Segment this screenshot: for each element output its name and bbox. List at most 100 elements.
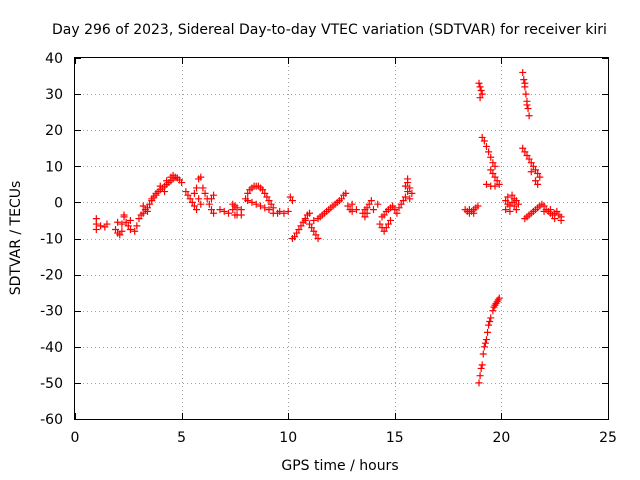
data-point — [199, 184, 207, 192]
data-point — [399, 197, 407, 205]
data-point — [363, 209, 371, 217]
data-point — [139, 202, 147, 210]
data-point — [156, 182, 164, 190]
data-point — [286, 193, 294, 201]
data-point — [476, 83, 484, 91]
data-point — [521, 148, 529, 156]
data-point — [485, 148, 493, 156]
data-point — [534, 170, 542, 178]
data-point — [124, 222, 132, 230]
data-point — [523, 101, 531, 109]
data-point — [551, 215, 559, 223]
data-point — [310, 227, 318, 235]
data-point — [395, 204, 403, 212]
data-point — [291, 233, 299, 241]
data-point — [178, 179, 186, 187]
data-point — [532, 166, 540, 174]
data-point — [404, 175, 412, 183]
data-point — [361, 213, 369, 221]
data-point — [520, 76, 528, 84]
data-point — [126, 225, 134, 233]
data-point — [474, 202, 482, 210]
data-point — [256, 202, 264, 210]
data-point — [193, 184, 201, 192]
data-point — [348, 207, 356, 215]
data-point — [210, 209, 218, 217]
data-point — [169, 171, 177, 179]
data-point — [244, 189, 252, 197]
data-point — [126, 216, 134, 224]
data-point — [195, 195, 203, 203]
data-point — [524, 105, 532, 113]
data-point — [401, 182, 409, 190]
data-point — [465, 206, 473, 214]
y-tick-label: 0 — [54, 195, 63, 211]
x-tick-label: 0 — [71, 430, 80, 446]
data-point — [527, 159, 535, 167]
x-tick-label: 15 — [386, 430, 404, 446]
data-point — [506, 207, 514, 215]
data-point — [494, 296, 502, 304]
data-point — [367, 197, 375, 205]
y-axis-label: SDTVAR / TECUs — [8, 181, 24, 296]
data-point — [135, 215, 143, 223]
data-point — [495, 180, 503, 188]
data-point — [522, 90, 530, 98]
data-point — [408, 189, 416, 197]
data-point — [491, 173, 499, 181]
data-point — [536, 173, 544, 181]
data-point — [161, 188, 169, 196]
data-point — [401, 193, 409, 201]
y-tick-label: -40 — [40, 340, 63, 356]
data-point — [487, 166, 495, 174]
data-point — [152, 191, 160, 199]
data-point — [188, 198, 196, 206]
x-tick-label: 5 — [177, 430, 186, 446]
data-point — [244, 197, 252, 205]
data-point — [314, 235, 322, 242]
data-point — [477, 364, 485, 372]
data-point — [131, 227, 139, 235]
data-point — [163, 177, 171, 185]
data-point — [310, 216, 318, 224]
data-point — [146, 200, 154, 208]
data-point — [288, 197, 296, 205]
data-point — [97, 222, 105, 230]
data-point — [479, 350, 487, 358]
data-point — [248, 198, 256, 206]
data-point — [478, 90, 486, 98]
data-point — [397, 200, 405, 208]
data-point — [485, 321, 493, 329]
data-point — [182, 188, 190, 196]
data-point — [280, 209, 288, 217]
data-point — [210, 191, 218, 199]
data-point — [527, 168, 535, 176]
data-point — [486, 318, 494, 326]
data-point — [297, 222, 305, 230]
data-point — [502, 206, 510, 214]
data-point — [489, 170, 497, 178]
y-tick-label: 10 — [45, 159, 63, 175]
data-point — [103, 220, 111, 228]
y-tick-label: 40 — [45, 51, 63, 67]
data-point — [489, 307, 497, 315]
data-point — [365, 200, 373, 208]
data-point — [502, 197, 510, 205]
data-point — [477, 86, 485, 94]
data-point — [295, 225, 303, 233]
data-point — [404, 188, 412, 196]
data-point — [369, 206, 377, 214]
data-point — [478, 133, 486, 141]
data-point — [237, 211, 245, 219]
grid — [75, 58, 608, 419]
data-point — [482, 180, 490, 188]
data-point — [301, 216, 309, 224]
data-point — [476, 94, 484, 102]
data-point — [225, 209, 233, 217]
data-point — [546, 206, 554, 214]
data-point — [406, 184, 414, 192]
data-point — [475, 379, 483, 387]
axis-ticks — [75, 58, 609, 420]
data-point — [92, 225, 100, 233]
data-point — [306, 209, 314, 217]
